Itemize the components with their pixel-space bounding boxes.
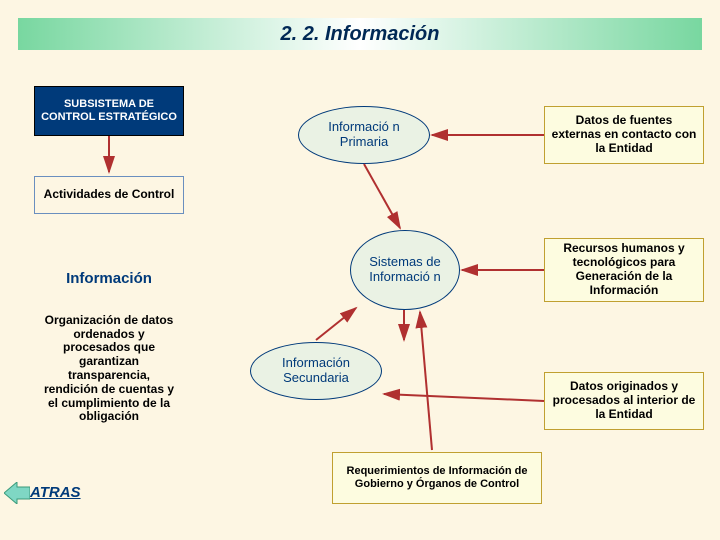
box-datos-originados-text: Datos originados y procesados al interio… xyxy=(551,380,697,421)
box-datos-originados: Datos originados y procesados al interio… xyxy=(544,372,704,430)
ellipse-sistemas-text: Sistemas de Informació n xyxy=(357,255,453,285)
back-link[interactable]: ATRAS xyxy=(30,484,81,501)
back-link-text: ATRAS xyxy=(30,484,81,501)
box-subsistema: SUBSISTEMA DE CONTROL ESTRATÉGICO xyxy=(34,86,184,136)
box-informacion-body-text: Organización de datos ordenados y proces… xyxy=(40,314,178,424)
box-recursos-text: Recursos humanos y tecnológicos para Gen… xyxy=(551,242,697,297)
box-informacion-header-text: Información xyxy=(66,270,152,287)
box-recursos: Recursos humanos y tecnológicos para Gen… xyxy=(544,238,704,302)
box-requerimientos-text: Requerimientos de Información de Gobiern… xyxy=(339,465,535,490)
ellipse-informacion-secundaria: Información Secundaria xyxy=(250,342,382,400)
ellipse-sistemas: Sistemas de Informació n xyxy=(350,230,460,310)
ellipse-informacion-primaria-text: Informació n Primaria xyxy=(305,120,423,150)
box-datos-fuentes: Datos de fuentes externas en contacto co… xyxy=(544,106,704,164)
box-actividades-text: Actividades de Control xyxy=(44,188,175,202)
ellipse-informacion-primaria: Informació n Primaria xyxy=(298,106,430,164)
box-actividades: Actividades de Control xyxy=(34,176,184,214)
box-requerimientos: Requerimientos de Información de Gobiern… xyxy=(332,452,542,504)
box-informacion-body: Organización de datos ordenados y proces… xyxy=(34,294,184,444)
page-title-text: 2. 2. Información xyxy=(281,23,440,45)
back-arrow-icon xyxy=(4,482,30,504)
ellipse-informacion-secundaria-text: Información Secundaria xyxy=(257,356,375,386)
box-datos-fuentes-text: Datos de fuentes externas en contacto co… xyxy=(551,114,697,155)
page-title: 2. 2. Información xyxy=(18,18,702,50)
box-subsistema-text: SUBSISTEMA DE CONTROL ESTRATÉGICO xyxy=(41,98,177,123)
box-informacion-header: Información xyxy=(34,266,184,292)
